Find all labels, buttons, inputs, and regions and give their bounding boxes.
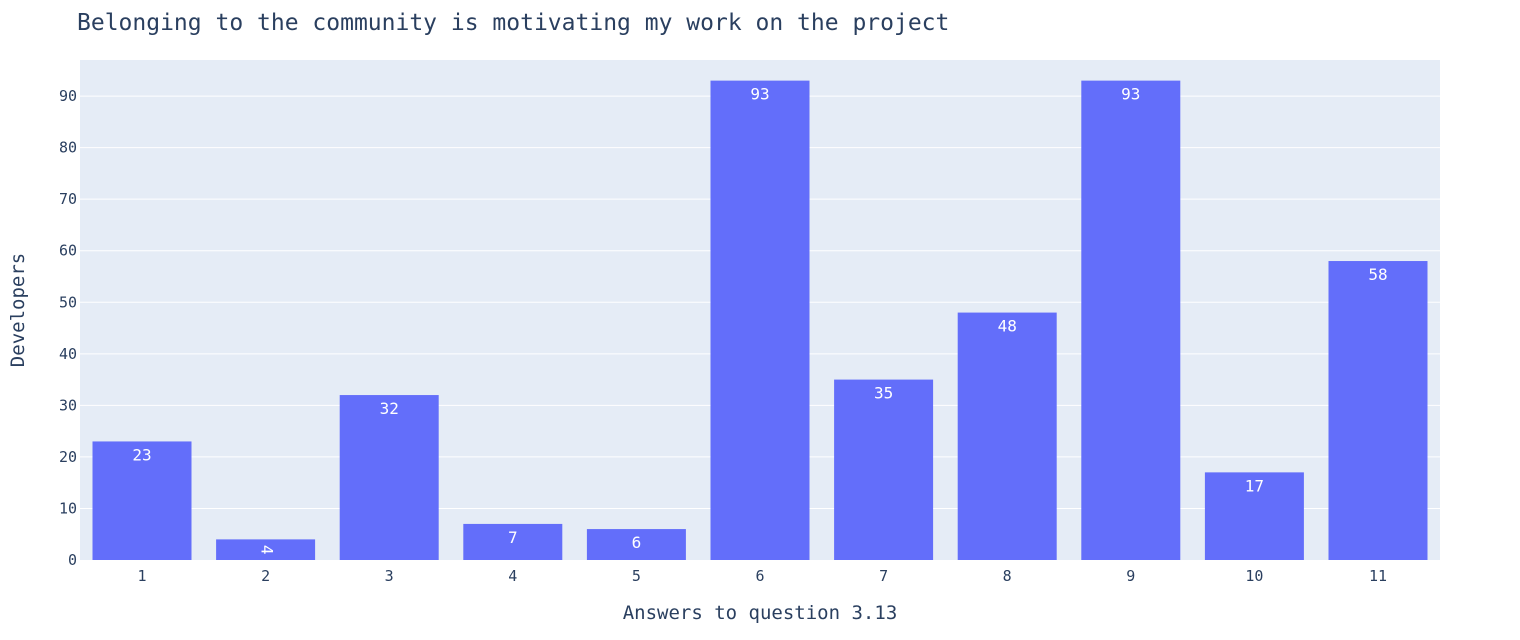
bar-8 [957, 312, 1057, 560]
x-tick-label: 3 [385, 567, 394, 585]
y-tick-label: 90 [59, 87, 77, 105]
x-tick-label: 4 [508, 567, 517, 585]
x-tick-label: 11 [1369, 567, 1387, 585]
bar-9 [1081, 80, 1181, 560]
data-label-3: 32 [380, 399, 399, 418]
y-tick-label: 30 [59, 396, 77, 414]
bar-2 [216, 539, 316, 560]
bar-11 [1328, 261, 1428, 560]
x-tick-label: 5 [632, 567, 641, 585]
y-tick-label: 20 [59, 448, 77, 466]
bar-6 [710, 80, 810, 560]
y-tick-label: 0 [68, 551, 77, 569]
data-label-4: 7 [508, 528, 518, 547]
data-label-1: 23 [132, 445, 151, 464]
x-tick-label: 8 [1003, 567, 1012, 585]
x-tick-label: 10 [1245, 567, 1263, 585]
data-label-6: 93 [750, 85, 769, 104]
chart-title: Belonging to the community is motivating… [77, 10, 949, 36]
data-label-7: 35 [874, 384, 893, 403]
data-label-9: 93 [1121, 85, 1140, 104]
y-tick-label: 50 [59, 293, 77, 311]
data-label-8: 48 [998, 317, 1017, 336]
y-axis-title: Developers [7, 253, 29, 367]
y-tick-label: 70 [59, 190, 77, 208]
y-tick-label: 10 [59, 499, 77, 517]
data-label-5: 6 [632, 533, 642, 552]
bar-1 [92, 441, 192, 560]
x-tick-label: 6 [755, 567, 764, 585]
bar-5 [586, 529, 686, 560]
y-tick-label: 60 [59, 242, 77, 260]
x-axis-title: Answers to question 3.13 [623, 602, 898, 624]
data-label-11: 58 [1368, 265, 1387, 284]
x-axis-ticks: 1 2 3 4 5 6 7 8 9 10 11 [137, 567, 1387, 585]
data-labels: 23 4 32 7 6 93 35 48 93 17 58 [132, 85, 1387, 555]
bar-4 [463, 523, 563, 560]
x-tick-label: 1 [137, 567, 146, 585]
data-label-2: 4 [258, 545, 277, 555]
x-tick-label: 7 [879, 567, 888, 585]
x-tick-label: 2 [261, 567, 270, 585]
bar-3 [339, 395, 439, 560]
x-tick-label: 9 [1126, 567, 1135, 585]
y-axis-ticks: 0 10 20 30 40 50 60 70 80 90 [59, 87, 77, 569]
bar-10 [1204, 472, 1304, 560]
bars [92, 80, 1428, 560]
bar-7 [834, 379, 934, 560]
data-label-10: 17 [1245, 476, 1264, 495]
y-tick-label: 40 [59, 345, 77, 363]
y-tick-label: 80 [59, 139, 77, 157]
